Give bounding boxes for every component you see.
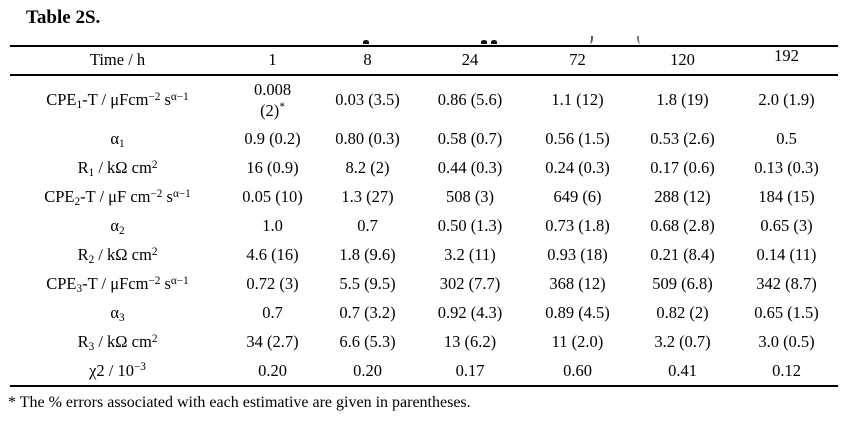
table-body: CPE1-T / μFcm−2 sα−1 0.008 (2)* 0.03 (3.5) 0… <box>10 75 838 387</box>
parameters-table: Time / h 1 8 24 72 120 192 CPE1-T / μFcm−2 sα… <box>10 45 838 387</box>
cell: 0.008 (2)* <box>253 80 292 120</box>
cell: 0.50 (1.3) <box>437 216 503 236</box>
cell: 0.17 <box>415 357 525 387</box>
header-col-1: 1 <box>225 46 320 76</box>
cell: 0.56 (1.5) <box>545 129 610 149</box>
cell: 508 (3) <box>445 187 495 207</box>
cell: 0.68 (2.8) <box>650 216 715 236</box>
table-row: CPE3-T / μFcm−2 sα−1 0.72 (3) 5.5 (9.5) 302… <box>10 270 838 299</box>
cell: 0.5 <box>776 129 797 149</box>
cell: 0.05 (10) <box>242 187 303 207</box>
table-row: R2 / kΩ cm2 4.6 (16) 1.8 (9.6) 3.2 (11) 0.93… <box>10 241 838 270</box>
cell: 1.8 (9.6) <box>339 245 396 265</box>
footnote: * The % errors associated with each esti… <box>8 394 471 411</box>
cropped-text-artifact <box>481 40 487 44</box>
cell: 1.8 (19) <box>656 90 709 110</box>
cell: 3.2 (0.7) <box>654 332 711 352</box>
cell: 1.1 (12) <box>551 90 604 110</box>
table-row: α1 0.9 (0.2) 0.80 (0.3) 0.58 (0.7) 0.56 (1.5… <box>10 125 838 154</box>
cell: 0.53 (2.6) <box>650 129 715 149</box>
cell: 0.44 (0.3) <box>437 158 503 178</box>
cropped-text-artifact <box>589 36 593 44</box>
cell: 0.21 (8.4) <box>650 245 715 265</box>
cell: 0.7 <box>357 216 378 236</box>
cell: 0.41 <box>630 357 735 387</box>
header-col-72: 72 <box>525 46 630 76</box>
row-label: α1 <box>110 129 125 150</box>
table-row: CPE2-T / μF cm−2 sα−1 0.05 (10) 1.3 (27) 50… <box>10 183 838 212</box>
cell: 0.89 (4.5) <box>545 303 610 323</box>
row-label: CPE2-T / μF cm−2 sα−1 <box>44 187 191 208</box>
row-label: R1 / kΩ cm2 <box>77 158 158 179</box>
cell: 0.7 <box>262 303 283 323</box>
cell: 16 (0.9) <box>246 158 299 178</box>
cell: 13 (6.2) <box>443 332 497 352</box>
cell: 0.17 (0.6) <box>650 158 715 178</box>
table-row: χ2 / 10−3 0.20 0.20 0.17 0.60 0.41 0.12 <box>10 357 838 387</box>
cell: 11 (2.0) <box>551 332 604 352</box>
row-label: CPE3-T / μFcm−2 sα−1 <box>46 274 189 295</box>
table-row: R1 / kΩ cm2 16 (0.9) 8.2 (2) 0.44 (0.3) 0.24… <box>10 154 838 183</box>
cell: 4.6 (16) <box>246 245 299 265</box>
row-label: χ2 / 10−3 <box>10 357 225 387</box>
cell: 34 (2.7) <box>246 332 299 352</box>
cell: 0.58 (0.7) <box>437 129 503 149</box>
cropped-text-artifact <box>637 36 641 44</box>
cell: 0.03 (3.5) <box>335 90 400 110</box>
header-col-24: 24 <box>415 46 525 76</box>
cropped-text-artifact <box>363 40 369 44</box>
cell: 649 (6) <box>553 187 602 207</box>
cell: 509 (6.8) <box>652 274 713 294</box>
cell: 0.13 (0.3) <box>754 158 819 178</box>
table-row: α3 0.7 0.7 (3.2) 0.92 (4.3) 0.89 (4.5) 0.82 (… <box>10 299 838 328</box>
cell: 3.2 (11) <box>444 245 496 265</box>
cell: 0.80 (0.3) <box>335 129 400 149</box>
header-col-120: 120 <box>630 46 735 76</box>
header-row: Time / h 1 8 24 72 120 192 <box>10 46 838 76</box>
cell: 0.93 (18) <box>547 245 608 265</box>
table-row: α2 1.0 0.7 0.50 (1.3) 0.73 (1.8) 0.68 (2.8) 0.… <box>10 212 838 241</box>
header-time: Time / h <box>10 46 225 76</box>
cell: 342 (8.7) <box>756 274 817 294</box>
cell: 0.65 (3) <box>760 216 813 236</box>
cell: 184 (15) <box>758 187 815 207</box>
cell: 0.73 (1.8) <box>545 216 610 236</box>
cell: 288 (12) <box>654 187 711 207</box>
cell: 0.65 (1.5) <box>754 303 819 323</box>
cell: 0.72 (3) <box>246 274 299 294</box>
header-col-8: 8 <box>320 46 415 76</box>
cell: 6.6 (5.3) <box>339 332 396 352</box>
cell: 2.0 (1.9) <box>758 90 815 110</box>
cell: 1.3 (27) <box>341 187 394 207</box>
cell: 0.82 (2) <box>656 303 709 323</box>
cell: 0.14 (11) <box>756 245 817 265</box>
cell: 3.0 (0.5) <box>758 332 815 352</box>
cell: 368 (12) <box>549 274 606 294</box>
row-label: CPE1-T / μFcm−2 sα−1 <box>46 90 189 111</box>
row-label: α3 <box>110 303 125 324</box>
table-row: CPE1-T / μFcm−2 sα−1 0.008 (2)* 0.03 (3.5) 0… <box>10 75 838 125</box>
cell: 302 (7.7) <box>439 274 501 294</box>
cell: 8.2 (2) <box>345 158 390 178</box>
cell: 0.92 (4.3) <box>437 303 503 323</box>
cell: 5.5 (9.5) <box>339 274 396 294</box>
cell: 0.20 <box>225 357 320 387</box>
cell: 0.24 (0.3) <box>545 158 610 178</box>
cell: 0.9 (0.2) <box>244 129 301 149</box>
cell: 0.86 (5.6) <box>437 90 503 110</box>
row-label: α2 <box>110 216 125 237</box>
table-title: Table 2S. <box>26 7 101 28</box>
cell: 0.20 <box>320 357 415 387</box>
cell: 1.0 <box>262 216 283 236</box>
cell: 0.12 <box>735 357 838 387</box>
table-row: R3 / kΩ cm2 34 (2.7) 6.6 (5.3) 13 (6.2) 11 (… <box>10 328 838 357</box>
cell: 0.7 (3.2) <box>339 303 396 323</box>
cell: 0.60 <box>525 357 630 387</box>
header-col-192: 192 <box>735 46 838 76</box>
row-label: R3 / kΩ cm2 <box>77 332 158 353</box>
row-label: R2 / kΩ cm2 <box>77 245 158 266</box>
cropped-text-artifact <box>491 40 497 44</box>
